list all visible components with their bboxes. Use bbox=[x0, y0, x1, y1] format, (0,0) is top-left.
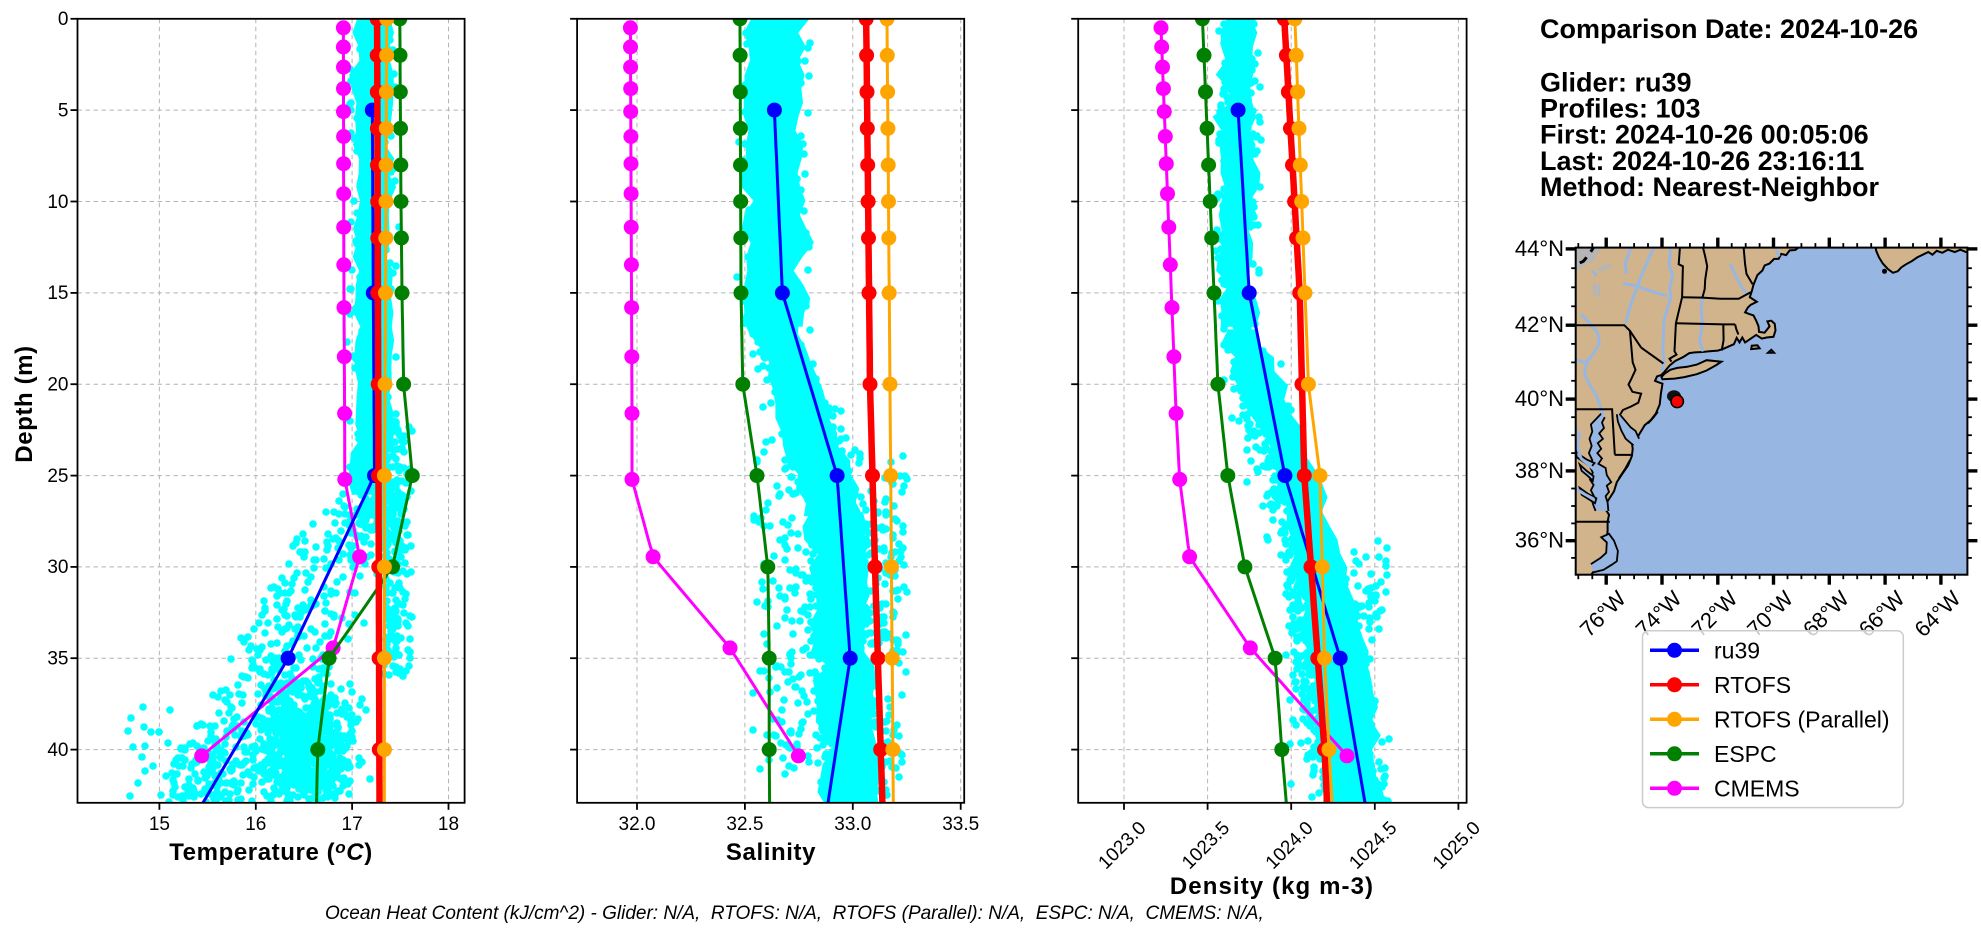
svg-text:33.5: 33.5 bbox=[942, 814, 979, 835]
svg-text:Glider: ru39: Glider: ru39 bbox=[1540, 68, 1692, 98]
svg-text:ru39: ru39 bbox=[1714, 637, 1760, 663]
svg-text:0: 0 bbox=[58, 9, 69, 30]
svg-text:5: 5 bbox=[58, 100, 69, 121]
svg-text:RTOFS: RTOFS bbox=[1714, 672, 1791, 698]
svg-text:RTOFS (Parallel): RTOFS (Parallel) bbox=[1714, 706, 1890, 732]
svg-text:Ocean Heat Content (kJ/cm^2) -: Ocean Heat Content (kJ/cm^2) - Glider: N… bbox=[325, 903, 1264, 924]
svg-text:20: 20 bbox=[47, 375, 68, 396]
svg-text:Profiles: 103: Profiles: 103 bbox=[1540, 94, 1701, 124]
svg-text:Density (kg m-3): Density (kg m-3) bbox=[1170, 873, 1374, 900]
svg-text:CMEMS: CMEMS bbox=[1714, 775, 1800, 801]
svg-text:Method: Nearest-Neighbor: Method: Nearest-Neighbor bbox=[1540, 172, 1880, 202]
svg-text:38°N: 38°N bbox=[1515, 458, 1564, 483]
svg-text:15: 15 bbox=[149, 814, 170, 835]
svg-text:Last: 2024-10-26 23:16:11: Last: 2024-10-26 23:16:11 bbox=[1540, 146, 1864, 176]
svg-text:10: 10 bbox=[47, 192, 68, 213]
svg-text:44°N: 44°N bbox=[1515, 236, 1564, 261]
svg-text:17: 17 bbox=[342, 814, 363, 835]
svg-text:First: 2024-10-26 00:05:06: First: 2024-10-26 00:05:06 bbox=[1540, 120, 1869, 150]
svg-text:18: 18 bbox=[438, 814, 459, 835]
svg-text:Salinity: Salinity bbox=[726, 839, 816, 866]
svg-text:15: 15 bbox=[47, 283, 68, 304]
svg-text:42°N: 42°N bbox=[1515, 312, 1564, 337]
svg-text:25: 25 bbox=[47, 466, 68, 487]
svg-text:30: 30 bbox=[47, 557, 68, 578]
svg-text:40: 40 bbox=[47, 740, 68, 761]
svg-text:35: 35 bbox=[47, 649, 68, 670]
svg-text:ESPC: ESPC bbox=[1714, 741, 1777, 767]
svg-text:40°N: 40°N bbox=[1515, 386, 1564, 411]
svg-text:36°N: 36°N bbox=[1515, 528, 1564, 553]
svg-text:Depth (m): Depth (m) bbox=[11, 345, 38, 462]
svg-text:32.5: 32.5 bbox=[726, 814, 763, 835]
svg-text:33.0: 33.0 bbox=[834, 814, 871, 835]
svg-text:32.0: 32.0 bbox=[619, 814, 656, 835]
svg-text:16: 16 bbox=[245, 814, 266, 835]
svg-text:Comparison Date: 2024-10-26: Comparison Date: 2024-10-26 bbox=[1540, 14, 1918, 44]
